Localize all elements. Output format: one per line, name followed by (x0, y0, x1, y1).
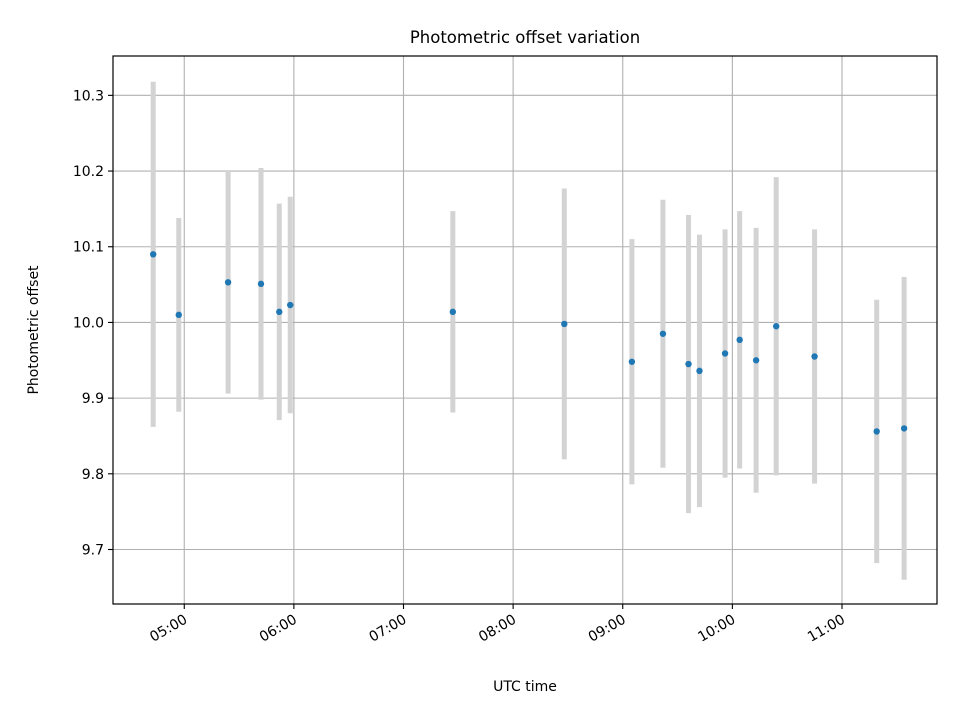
data-point (257, 280, 265, 288)
y-tick-label: 9.8 (82, 467, 104, 483)
data-point (696, 367, 703, 375)
data-point (287, 301, 294, 309)
plot-frame (112, 55, 938, 605)
data-point (736, 336, 743, 344)
data-point (175, 311, 182, 319)
x-axis-label: UTC time (493, 679, 557, 695)
grid-lines (113, 56, 937, 604)
data-point (752, 357, 760, 364)
data-point (721, 350, 729, 357)
data-point (561, 320, 568, 328)
y-tick-label: 9.7 (82, 543, 104, 559)
y-axis-label: Photometric offset (26, 265, 42, 395)
data-point (659, 330, 667, 337)
data-point (873, 428, 880, 435)
data-point (276, 308, 283, 316)
y-tick-label: 9.9 (82, 391, 104, 407)
data-points (149, 251, 908, 435)
data-point (628, 358, 636, 365)
data-point (811, 353, 818, 360)
y-tick-label: 10.1 (73, 240, 104, 256)
data-point (224, 279, 232, 286)
data-point (149, 251, 157, 258)
y-tick-label: 10.3 (73, 88, 104, 104)
y-tick-label: 10.0 (73, 315, 104, 331)
data-point (900, 425, 908, 432)
data-point (685, 360, 692, 368)
y-tick-label: 10.2 (73, 164, 104, 180)
chart-title: Photometric offset variation (410, 28, 640, 47)
data-point (773, 323, 780, 330)
y-axis-ticks: 9.7 9.8 9.9 10.0 10.1 10.2 10.3 (73, 88, 113, 559)
data-point (449, 308, 457, 316)
